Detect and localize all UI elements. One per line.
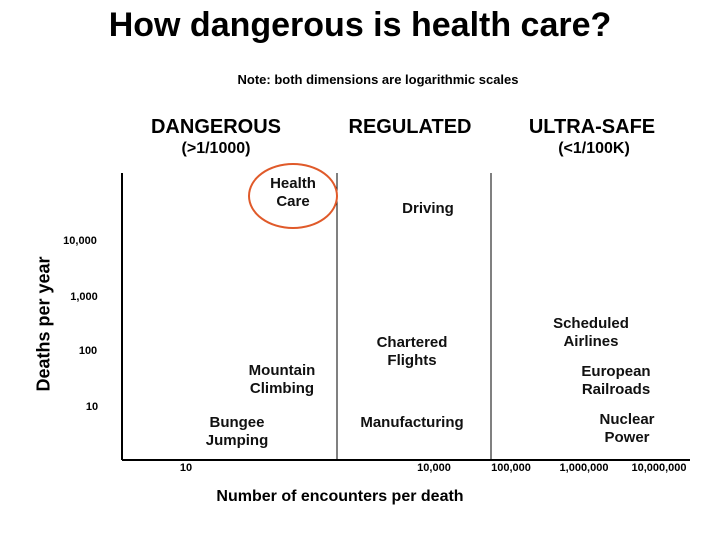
x-tick-label: 10,000 bbox=[417, 462, 451, 474]
health-care-highlight-circle bbox=[248, 163, 338, 229]
zone-regulated-label: REGULATED bbox=[348, 116, 472, 138]
point-label-european-railroads: European Railroads bbox=[581, 363, 650, 399]
x-axis-label: Number of encounters per death bbox=[216, 488, 464, 505]
page-title: How dangerous is health care? bbox=[108, 6, 612, 44]
point-label-driving: Driving bbox=[402, 200, 454, 218]
zone-dangerous-label: DANGEROUS bbox=[150, 116, 282, 138]
zone-ultrasafe-label: ULTRA-SAFE bbox=[528, 116, 656, 138]
point-label-text: Mountain Climbing bbox=[248, 362, 316, 397]
x-tick-label: 10 bbox=[179, 462, 193, 474]
point-label-text: Scheduled Airlines bbox=[553, 315, 629, 350]
point-label-bungee-jumping: Bungee Jumping bbox=[206, 414, 269, 450]
scale-note: Note: both dimensions are logarithmic sc… bbox=[237, 72, 519, 87]
point-label-text: Bungee Jumping bbox=[205, 414, 269, 449]
y-tick-label: 1,000 bbox=[70, 291, 98, 303]
point-label-health-care: Health Care bbox=[270, 175, 316, 211]
point-label-mountain-climbing: Mountain Climbing bbox=[249, 362, 316, 398]
point-label-chartered-flights: Chartered Flights bbox=[377, 334, 448, 370]
x-tick-label: 1,000,000 bbox=[559, 462, 609, 474]
point-label-text: Nuclear Power bbox=[599, 411, 655, 446]
point-label-text: Health Care bbox=[270, 175, 316, 210]
point-label-text: European Railroads bbox=[581, 363, 651, 398]
point-label-manufacturing: Manufacturing bbox=[360, 414, 463, 432]
y-tick-label: 10 bbox=[85, 401, 99, 413]
point-label-text: Driving bbox=[402, 200, 454, 217]
x-tick-label: 100,000 bbox=[491, 462, 531, 474]
zone-ultrasafe-threshold: (<1/100K) bbox=[558, 140, 630, 157]
point-label-text: Chartered Flights bbox=[376, 334, 448, 369]
y-axis-label: Deaths per year bbox=[33, 256, 54, 392]
point-label-text: Manufacturing bbox=[360, 414, 464, 431]
x-tick-label: 10,000,000 bbox=[631, 462, 687, 474]
point-label-scheduled-airlines: Scheduled Airlines bbox=[553, 315, 629, 351]
point-label-nuclear-power: Nuclear Power bbox=[599, 411, 654, 447]
y-tick-label: 100 bbox=[78, 345, 98, 357]
y-tick-label: 10,000 bbox=[63, 235, 97, 247]
zone-dangerous-threshold: (>1/1000) bbox=[181, 140, 251, 157]
